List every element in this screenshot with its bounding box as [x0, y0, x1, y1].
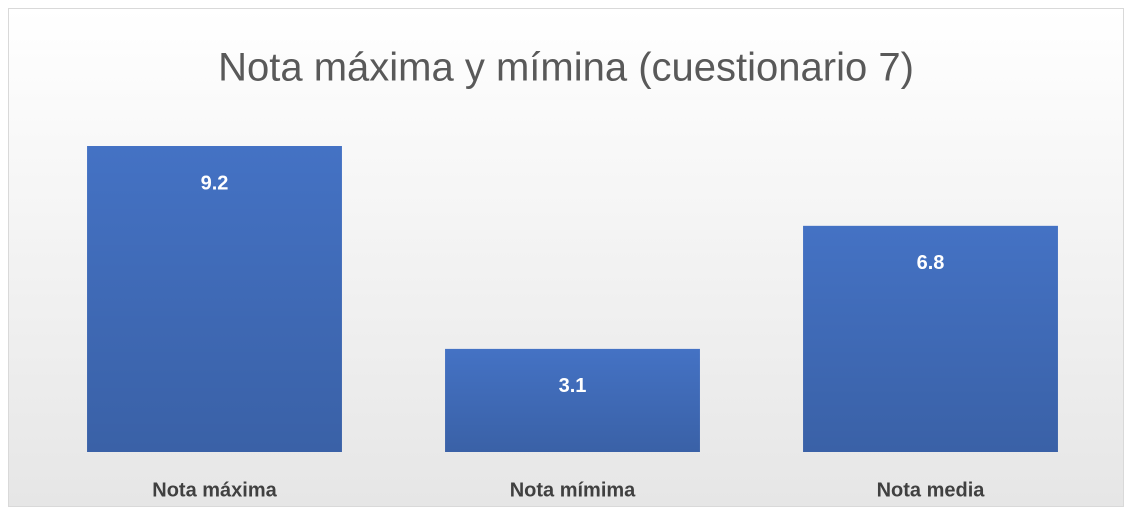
- bar-shade: [803, 225, 1058, 452]
- data-label: 9.2: [201, 172, 229, 194]
- x-tick-label: Nota media: [877, 479, 986, 501]
- data-label: 6.8: [917, 252, 945, 274]
- chart-title: Nota máxima y mímina (cuestionario 7): [218, 46, 914, 90]
- data-label: 3.1: [559, 375, 587, 397]
- x-tick-label: Nota máxima: [152, 479, 277, 501]
- x-tick-label: Nota mímima: [510, 479, 636, 501]
- bar-shade: [445, 348, 700, 452]
- bar-shade: [87, 146, 342, 452]
